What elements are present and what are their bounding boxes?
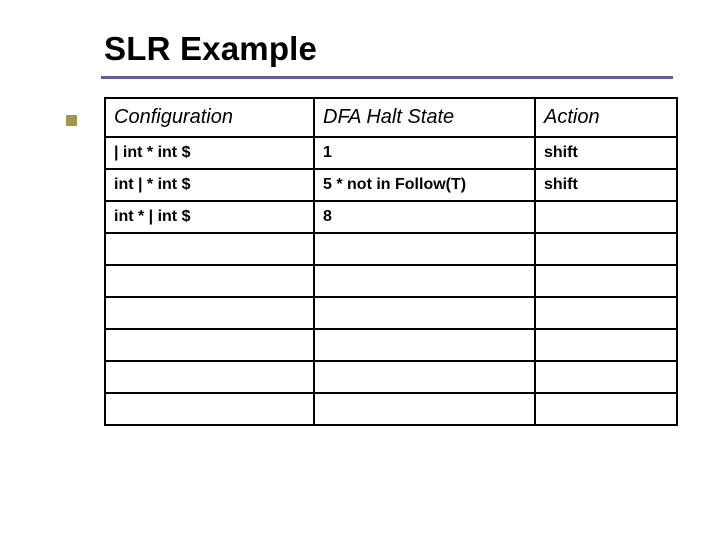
- cell-config: [105, 393, 314, 425]
- cell-action: [535, 329, 677, 361]
- cell-state: [314, 265, 535, 297]
- slide-title: SLR Example: [104, 30, 674, 68]
- cell-state: [314, 393, 535, 425]
- cell-state: [314, 329, 535, 361]
- table-row: [105, 361, 677, 393]
- cell-state: 8: [314, 201, 535, 233]
- cell-state: 1: [314, 137, 535, 169]
- bullet-icon: [66, 115, 77, 126]
- cell-action: [535, 297, 677, 329]
- table-row: int * | int $ 8: [105, 201, 677, 233]
- cell-action: [535, 233, 677, 265]
- col-header-action: Action: [535, 98, 677, 137]
- table-row: [105, 329, 677, 361]
- cell-state: 5 * not in Follow(T): [314, 169, 535, 201]
- table-row: int | * int $ 5 * not in Follow(T) shift: [105, 169, 677, 201]
- table-header-row: Configuration DFA Halt State Action: [105, 98, 677, 137]
- table-row: [105, 265, 677, 297]
- parse-table: Configuration DFA Halt State Action | in…: [104, 97, 678, 426]
- cell-action: [535, 201, 677, 233]
- cell-state: [314, 297, 535, 329]
- col-header-configuration: Configuration: [105, 98, 314, 137]
- table-row: | int * int $ 1 shift: [105, 137, 677, 169]
- cell-config: | int * int $: [105, 137, 314, 169]
- cell-action: shift: [535, 137, 677, 169]
- table-row: [105, 297, 677, 329]
- cell-action: [535, 393, 677, 425]
- col-header-dfa-halt-state: DFA Halt State: [314, 98, 535, 137]
- cell-config: [105, 361, 314, 393]
- cell-config: [105, 329, 314, 361]
- cell-state: [314, 361, 535, 393]
- cell-config: [105, 233, 314, 265]
- title-underline: [101, 76, 673, 79]
- cell-config: [105, 297, 314, 329]
- cell-state: [314, 233, 535, 265]
- table-row: [105, 233, 677, 265]
- table-row: [105, 393, 677, 425]
- cell-config: [105, 265, 314, 297]
- cell-action: shift: [535, 169, 677, 201]
- cell-config: int | * int $: [105, 169, 314, 201]
- cell-action: [535, 361, 677, 393]
- cell-config: int * | int $: [105, 201, 314, 233]
- cell-action: [535, 265, 677, 297]
